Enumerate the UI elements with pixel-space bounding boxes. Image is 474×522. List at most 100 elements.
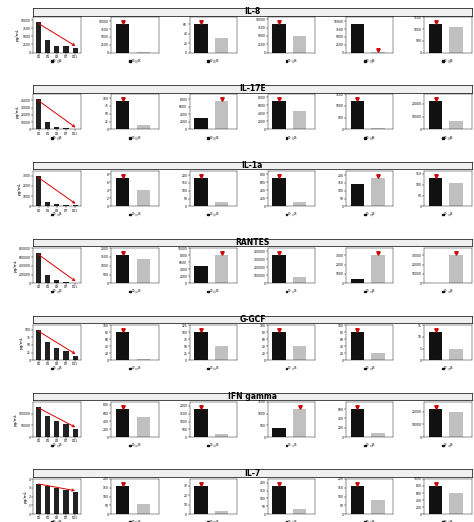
Bar xyxy=(371,178,385,206)
Bar xyxy=(293,36,307,53)
Bar xyxy=(73,429,78,437)
Legend: D0, DS: D0, DS xyxy=(442,443,454,447)
Bar xyxy=(36,329,41,360)
Bar xyxy=(137,259,150,283)
Bar xyxy=(449,349,463,360)
Bar xyxy=(351,279,364,283)
Bar xyxy=(73,48,78,53)
Legend: D0, DS: D0, DS xyxy=(286,136,297,139)
Legend: D0, DS: D0, DS xyxy=(208,443,219,447)
Text: IL-7: IL-7 xyxy=(244,469,261,478)
Legend: D0, DS: D0, DS xyxy=(129,289,141,293)
Legend: D0, DS: D0, DS xyxy=(286,443,297,447)
Legend: D0, DS: D0, DS xyxy=(364,58,375,63)
Bar xyxy=(137,417,150,437)
Bar xyxy=(36,99,41,129)
Bar xyxy=(371,500,385,514)
Bar xyxy=(429,486,442,514)
Bar xyxy=(293,277,307,283)
Bar xyxy=(36,176,41,206)
Legend: D0, DS: D0, DS xyxy=(442,58,454,63)
Bar xyxy=(45,203,50,206)
Legend: D0, DS: D0, DS xyxy=(364,443,375,447)
Bar xyxy=(194,266,208,283)
Legend: D0, DS: D0, DS xyxy=(442,289,454,293)
Bar xyxy=(45,416,50,437)
Legend: D0, DS: D0, DS xyxy=(129,58,141,63)
Legend: D0, DS: D0, DS xyxy=(51,136,63,139)
Legend: D0, DS: D0, DS xyxy=(51,289,63,293)
Bar xyxy=(55,348,59,360)
Bar xyxy=(273,101,286,129)
Bar xyxy=(429,25,442,53)
Bar xyxy=(215,434,228,437)
Bar xyxy=(64,205,69,206)
Bar xyxy=(116,486,129,514)
Legend: D0, DS: D0, DS xyxy=(208,366,219,370)
Legend: D0, DS: D0, DS xyxy=(51,212,63,217)
Legend: D0, DS: D0, DS xyxy=(442,212,454,217)
Legend: D0, DS: D0, DS xyxy=(129,520,141,522)
Text: IL-8: IL-8 xyxy=(244,7,261,16)
Text: RANTES: RANTES xyxy=(235,238,270,247)
Bar xyxy=(449,493,463,514)
Bar xyxy=(194,118,208,129)
Legend: D0, DS: D0, DS xyxy=(51,520,63,522)
Text: IL-17E: IL-17E xyxy=(239,84,266,93)
Bar xyxy=(429,332,442,360)
Y-axis label: pg/mL: pg/mL xyxy=(19,336,24,349)
Bar xyxy=(215,512,228,514)
Bar xyxy=(215,201,228,206)
Bar xyxy=(273,486,286,514)
Bar xyxy=(116,25,129,53)
Bar xyxy=(273,332,286,360)
Bar xyxy=(293,203,307,206)
Legend: D0, DS: D0, DS xyxy=(364,289,375,293)
Legend: D0, DS: D0, DS xyxy=(208,289,219,293)
Legend: D0, DS: D0, DS xyxy=(286,212,297,217)
Legend: D0, DS: D0, DS xyxy=(208,212,219,217)
Y-axis label: pg/mL: pg/mL xyxy=(16,105,19,118)
Bar xyxy=(64,490,69,514)
Bar xyxy=(55,280,59,283)
Bar xyxy=(273,178,286,206)
Legend: D0, DS: D0, DS xyxy=(442,520,454,522)
Bar xyxy=(36,253,41,283)
Bar xyxy=(36,483,41,514)
Bar xyxy=(116,101,129,129)
Bar xyxy=(194,332,208,360)
Bar xyxy=(215,255,228,283)
Bar xyxy=(371,127,385,129)
Bar xyxy=(73,492,78,514)
Bar xyxy=(137,504,150,514)
Bar xyxy=(55,205,59,206)
Bar xyxy=(351,332,364,360)
Text: G-GCF: G-GCF xyxy=(239,315,265,324)
Legend: D0, DS: D0, DS xyxy=(286,58,297,63)
Legend: D0, DS: D0, DS xyxy=(129,136,141,139)
Bar xyxy=(351,184,364,206)
Bar xyxy=(55,46,59,53)
Bar xyxy=(449,255,463,283)
Legend: D0, DS: D0, DS xyxy=(129,443,141,447)
Legend: D0, DS: D0, DS xyxy=(129,366,141,370)
Bar xyxy=(273,428,286,437)
Legend: D0, DS: D0, DS xyxy=(442,136,454,139)
Legend: D0, DS: D0, DS xyxy=(364,366,375,370)
Bar xyxy=(55,488,59,514)
Legend: D0, DS: D0, DS xyxy=(286,366,297,370)
Bar xyxy=(449,411,463,437)
Text: IL-1a: IL-1a xyxy=(242,161,263,170)
Bar xyxy=(194,25,208,53)
Bar xyxy=(45,486,50,514)
Bar xyxy=(116,409,129,437)
Bar xyxy=(351,486,364,514)
Bar xyxy=(429,178,442,206)
Y-axis label: pg/mL: pg/mL xyxy=(18,182,21,195)
Bar xyxy=(351,25,364,53)
Legend: D0, DS: D0, DS xyxy=(286,520,297,522)
Bar xyxy=(371,255,385,283)
Legend: D0, DS: D0, DS xyxy=(286,289,297,293)
Bar xyxy=(429,101,442,129)
Bar xyxy=(371,353,385,360)
